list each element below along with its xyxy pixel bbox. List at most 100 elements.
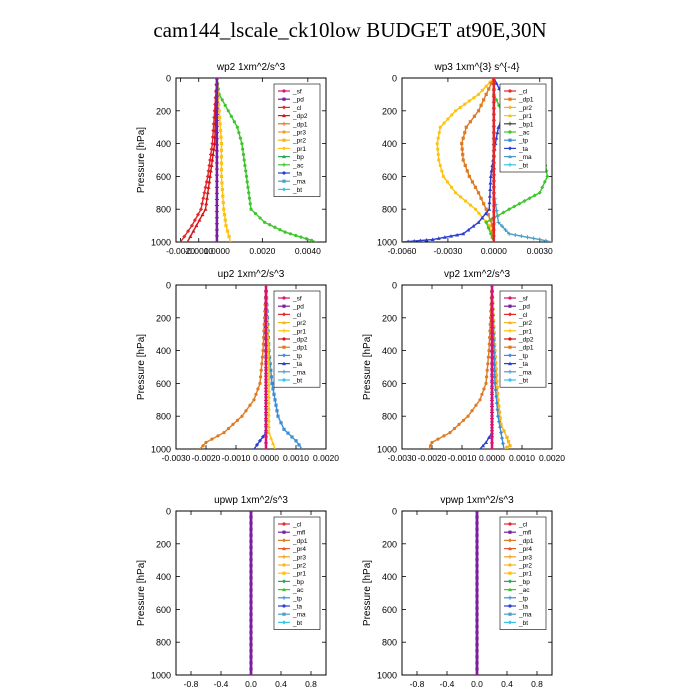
series-marker-_pd [214,94,219,99]
legend-marker [508,579,512,584]
series-marker-_dp1 [461,136,465,140]
legend-label: _tp [518,353,528,360]
legend-label: _pr3 [518,554,532,561]
panel-3: up2 1xm^2/s^3 Pressure [hPa] 0 200 400 600 800… [136,269,339,463]
series-marker-_cl [195,212,200,217]
plot-frame [175,284,327,450]
series-marker-_ta [495,130,500,135]
series-marker-_ta [455,232,460,237]
series-marker-_pr1 [219,174,224,178]
legend-label: _pr1 [292,328,306,335]
series-marker-_ta [448,234,453,238]
series-marker-_ac [512,204,517,209]
series-marker-_pr2 [492,331,496,335]
series-line-_pr1 [436,78,495,242]
series-marker-_dp1 [479,196,483,200]
series-marker-_tp [498,425,502,430]
legend-label: _ta [292,604,302,611]
legend-marker [508,369,512,374]
series-marker-_tp [496,414,500,419]
legend-marker [282,353,286,358]
x-tick-label: -0.0010 [222,453,251,463]
series-marker-_dp1 [489,81,493,86]
series-marker-_pr1 [436,147,440,151]
series-marker-_sf [264,349,268,354]
series-marker-_pd [214,130,219,135]
y-axis-label: Pressure [hPa] [136,127,147,193]
legend-label: _tp [292,595,302,602]
legend-marker [508,604,512,608]
series-marker-_ac [243,163,247,168]
series-marker-_cl [492,197,496,202]
legend-marker [282,304,286,308]
series-marker-_dp1 [210,437,214,441]
legend-marker [282,369,286,374]
series-marker-_mfl [475,588,479,592]
series-marker-_mfl [249,511,253,513]
series-marker-_pr1 [266,347,271,351]
legend-label: _bp [292,154,304,161]
panel-title: wp2 1xm^2/s^3 [216,62,286,73]
series-marker-_mfl [475,649,479,653]
series-marker-_mfl [475,612,479,616]
series-marker-_mfl [249,649,253,653]
panel-1: wp2 1xm^2/s^3 Pressure [hPa] 0 200 400 600 800… [136,62,327,256]
legend-label: _ta [518,146,528,153]
legend-marker [508,304,512,308]
series-marker-_pd [214,185,219,190]
series-marker-_dp1 [201,444,205,448]
series-marker-_mfl [475,576,479,580]
series-marker-_pr1 [222,213,227,217]
legend-label: _pr4 [292,546,306,553]
series-marker-_sf [264,398,268,403]
series-marker-_dp1 [442,434,446,438]
series-marker-_sf [264,410,268,415]
series-marker-_pr1 [453,191,458,195]
legend-label: _tp [292,353,302,360]
series-marker-_ta [488,180,493,185]
series-marker-_dp1 [485,368,489,372]
y-tick-label: 600 [382,605,397,615]
x-tick-label: 0.0000 [479,453,505,463]
series-marker-_ac [507,207,512,212]
series-marker-_ac [263,220,267,224]
series-marker-_ta [471,224,476,228]
series-marker-_ta [481,443,485,448]
series-marker-_dp1 [460,147,464,151]
series-marker-_cl [492,210,496,214]
series-marker-_dp1 [461,418,466,422]
series-marker-_cl [492,234,496,238]
series-marker-_pr2 [496,398,500,402]
x-tick-label: 0.0000 [481,246,507,256]
series-marker-_cl [492,161,496,165]
legend: _cl_dp1_pr2_pr1_bp1 _ac_tp_ta_ma_bt [499,83,547,173]
series-marker-_ta [487,435,491,440]
legend-marker [508,328,512,333]
series-marker-_pr2 [492,337,497,341]
series-marker-_dp2 [191,229,196,233]
series-marker-_ac [283,230,287,234]
series-marker-_dp1 [463,163,467,168]
y-tick-label: 0 [392,281,397,291]
series-marker-_dp1 [216,434,220,438]
x-tick-label: -0.0030 [388,453,417,463]
legend-marker [508,121,512,126]
series-marker-_pr1 [267,382,271,387]
legend-marker [282,171,286,175]
series-marker-_dp2 [208,168,213,173]
series-marker-_sf [490,380,494,385]
series-marker-_ac [273,225,277,229]
series-marker-_pd [214,215,219,220]
series-marker-_ta [483,211,488,216]
series-marker-_ac [537,190,542,195]
series-marker-_cl [492,222,496,226]
series-marker-_tp [274,403,278,407]
series-marker-_pd [214,173,219,178]
legend-label: _pr3 [292,554,306,561]
legend-marker [282,612,286,616]
panel-title: up2 1xm^2/s^3 [218,269,285,280]
series-marker-_ac [241,147,245,151]
series-marker-_pr1 [476,92,481,96]
series-marker-_mfl [475,661,479,665]
